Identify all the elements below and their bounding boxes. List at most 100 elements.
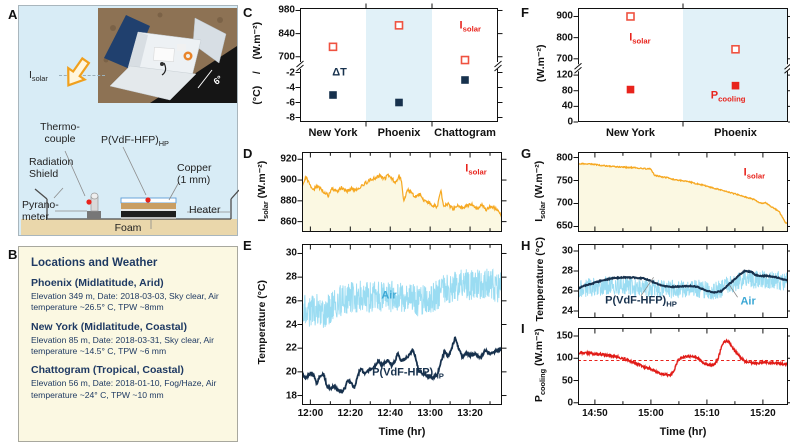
heater-label: Heater — [189, 204, 221, 216]
annotation: Air — [381, 289, 397, 302]
y-tick-label: 650 — [556, 220, 573, 232]
y-tick-label: 50 — [561, 375, 573, 387]
y-tick-label: 18 — [285, 390, 297, 402]
chart-canvas — [573, 328, 790, 405]
thermocouple-dot-air — [86, 199, 92, 205]
y-tick-label: 840 — [278, 28, 295, 40]
i-y-axis-title: Pcooling (W.m⁻²) — [532, 328, 547, 403]
y-tick-label: 880 — [280, 195, 297, 207]
c-y-axis-title: (°C) / (W.m⁻²) — [250, 21, 263, 105]
y-tick-label: 920 — [280, 153, 297, 165]
pvdf-label: P(VdF-HFP)HP — [101, 134, 169, 149]
chart-d-solar: 920 900 880 860 Isolar — [280, 152, 507, 232]
foam-layer — [21, 219, 237, 235]
axis-ticks — [573, 3, 790, 127]
series-P(VdF-HFP)HP — [302, 336, 502, 394]
annotation: Isolar — [465, 162, 487, 177]
sun-arrow-icon — [67, 56, 91, 87]
panel-e-letter: E — [243, 238, 252, 253]
y-tick-label: 28 — [561, 265, 573, 277]
y-tick-label: 22 — [285, 342, 297, 354]
marker-ΔT-Chattogram — [461, 76, 469, 84]
series-Air — [302, 268, 502, 328]
f-y-axis-title: (W.m⁻²) — [534, 44, 547, 83]
panel-a-letter: A — [8, 7, 18, 22]
series-P_cooling — [578, 338, 788, 378]
x-tick-label: 12:00 — [297, 408, 324, 419]
x-category-label: Phoenix — [377, 127, 421, 139]
series-P(VdF-HFP)HP — [578, 269, 788, 294]
radiation-shield-label: Radiation Shield — [29, 156, 74, 181]
highlight-band — [683, 8, 788, 122]
marker-P_cooling-New York — [626, 85, 635, 94]
panel-g-letter: G — [521, 146, 532, 161]
annotation: P(VdF-HFP)HP — [605, 294, 677, 309]
location-name: Chattogram (Tropical, Coastal) — [31, 364, 184, 377]
chart-canvas — [573, 3, 790, 127]
thermocouple-dot-film — [145, 197, 151, 203]
chart-canvas — [295, 3, 503, 127]
x-category-label: Chattogram — [434, 127, 496, 139]
panel-a-schematic: 6° Isolar — [18, 5, 239, 236]
location-name: New York (Midlatitude, Coastal) — [31, 320, 187, 333]
heater-layer — [121, 211, 176, 217]
location-details: Elevation 349 m, Date: 2018-03-03, Sky c… — [31, 291, 219, 313]
x-category-label: New York — [605, 127, 656, 139]
chart-i-cooling: 14:50 15:00 15:10 15:20 150 100 50 0 — [556, 328, 790, 419]
thermocouple-label: Thermo- couple — [40, 121, 80, 146]
i-x-axis-title: Time (hr) — [659, 426, 707, 438]
panel-f-letter: F — [521, 5, 529, 20]
pyranometer-dome — [90, 192, 99, 200]
pyranometer-label: Pyrano- meter — [22, 199, 59, 224]
chart-e-temperature: 12:00 12:20 12:40 13:00 13:20 30 28 26 24 22 20 18 A… — [286, 244, 507, 419]
device-schematic — [21, 146, 239, 235]
y-tick-label: 750 — [556, 175, 573, 186]
annotation: Isolar — [743, 166, 766, 182]
panel-b-infobox: Locations and Weather Phoenix (Midlatitu… — [18, 246, 238, 442]
chart-canvas — [297, 152, 507, 232]
y-tick-label: 24 — [285, 319, 297, 330]
copper-layer — [121, 203, 176, 209]
y-tick-label: 26 — [561, 285, 573, 297]
annotation: ΔT — [332, 66, 347, 79]
marker-I_solar-Phoenix — [394, 21, 404, 30]
y-tick-label: -4 — [286, 82, 295, 93]
y-tick-label: 800 — [556, 152, 573, 164]
y-tick-label: 120 — [556, 69, 573, 81]
y-tick-label: -6 — [286, 97, 295, 108]
solar-irradiance-label: Isolar — [29, 69, 48, 84]
x-tick-label: 12:40 — [377, 408, 404, 419]
y-tick-label: 700 — [556, 197, 573, 209]
axis-ticks — [297, 153, 507, 231]
y-tick-label: 20 — [285, 366, 297, 378]
y-tick-label: 40 — [561, 100, 573, 112]
y-tick-label: 80 — [561, 85, 573, 97]
pyranometer-base — [87, 211, 101, 219]
x-tick-label: 15:20 — [750, 408, 776, 419]
y-tick-label: 900 — [556, 10, 573, 22]
x-tick-label: 15:00 — [638, 408, 664, 419]
y-tick-label: 0 — [567, 397, 573, 409]
annotation: Isolar — [629, 31, 651, 46]
chart-f-scatter: 900 800 700 120 80 40 0 New York Phoenix Isolar Pc… — [556, 3, 790, 139]
e-x-axis-title: Time (hr) — [378, 426, 426, 438]
marker-I_solar-New York — [328, 42, 338, 52]
y-tick-label: -2 — [286, 67, 295, 78]
y-tick-label: 700 — [556, 53, 573, 65]
x-tick-label: 15:10 — [694, 408, 720, 419]
y-tick-label: 900 — [280, 174, 297, 186]
series-I_solar — [302, 172, 502, 221]
blue-panel — [104, 15, 150, 70]
y-tick-label: 700 — [278, 51, 295, 63]
axis-ticks — [573, 245, 790, 317]
chart-c-scatter: 980 840 700 -2 -4 -6 -8 New York Phoenix Chattogr… — [278, 3, 503, 139]
y-tick-label: 24 — [561, 305, 573, 317]
annotation: Pcooling — [710, 89, 746, 104]
x-category-label: Phoenix — [714, 127, 757, 139]
solar-ray-dashes — [59, 75, 105, 76]
infobox-title: Locations and Weather — [31, 257, 158, 269]
y-tick-label: 800 — [556, 32, 573, 44]
annotation: Air — [740, 295, 756, 308]
chart-g-solar: 800 750 700 650 Isolar — [556, 152, 790, 232]
